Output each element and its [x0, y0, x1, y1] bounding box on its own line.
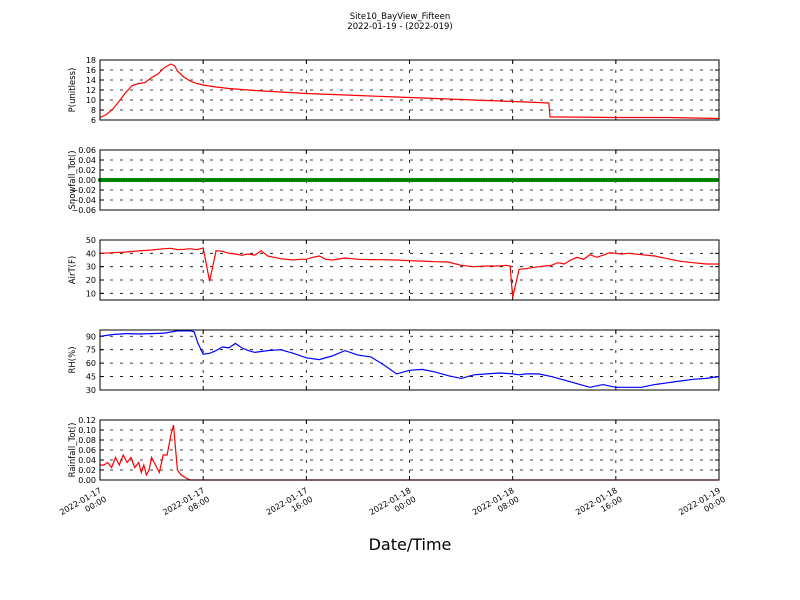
y-axis-label: AirT(F)	[68, 256, 78, 284]
y-tick-label: 8	[91, 106, 96, 115]
y-tick-label: 0.00	[78, 476, 96, 485]
y-tick-label: 0.10	[78, 426, 96, 435]
y-tick-label: 0.12	[78, 416, 96, 425]
panel-frame	[99, 149, 720, 211]
y-tick-label: 30	[86, 386, 96, 395]
y-tick-label: 40	[86, 249, 96, 258]
panel-frame	[99, 59, 720, 121]
y-tick-label: 75	[86, 346, 96, 355]
y-tick-label: 6	[91, 116, 96, 125]
y-tick-label: 10	[86, 96, 96, 105]
series-line-4	[99, 330, 720, 388]
y-tick-label: 60	[86, 359, 96, 368]
panel-frame	[99, 329, 720, 391]
y-tick-label: 20	[86, 276, 96, 285]
y-axis-label: RH(%)	[68, 346, 78, 373]
y-tick-label: 10	[86, 289, 96, 298]
y-tick-label: 0.06	[78, 446, 96, 455]
y-tick-label: 90	[86, 332, 96, 341]
series-2-points	[97, 177, 719, 183]
y-tick-label: −0.02	[71, 186, 96, 195]
panel-4: 30 45 60 75 90 RH(%)	[68, 329, 720, 395]
y-axis-label: Rainfall_Tot()	[68, 423, 78, 478]
y-tick-label: 0.02	[78, 466, 96, 475]
y-tick-label: 12	[86, 86, 96, 95]
series-line-1	[99, 63, 720, 120]
data-point	[714, 177, 719, 183]
y-tick-label: −0.04	[71, 196, 96, 205]
y-tick-label: 0.00	[78, 176, 96, 185]
y-tick-label: 0.02	[78, 166, 96, 175]
y-tick-label: 0.08	[78, 436, 96, 445]
panel-2: −0.06−0.04−0.020.000.020.040.06Snowfall_…	[68, 146, 720, 215]
panels-group: 681012141618P(unitless)−0.06−0.04−0.020.…	[68, 56, 720, 485]
y-tick-label: 18	[86, 56, 96, 65]
series-line-3	[99, 247, 719, 298]
figure-subtitle: 2022-01-19 - (2022-019)	[347, 22, 452, 32]
y-tick-label: 30	[86, 263, 96, 272]
y-tick-label: 16	[86, 66, 96, 75]
y-tick-label: −0.06	[71, 206, 96, 215]
y-tick-label: 45	[86, 373, 96, 382]
panel-3: 10 20 30 40 50 AirT(F)	[68, 236, 720, 301]
y-tick-label: 0.04	[78, 156, 96, 165]
y-tick-label: 14	[86, 76, 96, 85]
y-axis-label: P(unitless)	[68, 68, 78, 113]
y-axis-label: Snowfall_Tot()	[68, 150, 78, 209]
y-tick-label: 50	[86, 236, 96, 245]
panel-frame	[99, 239, 720, 301]
y-tick-label: 0.06	[78, 146, 96, 155]
x-axis-label: Date/Time	[369, 535, 452, 554]
figure-title: Site10_BayView_Fifteen	[350, 12, 451, 22]
panel-frame	[99, 419, 720, 481]
y-tick-label: 0.04	[78, 456, 96, 465]
panel-5: 0.000.020.040.060.080.100.12Rainfall_Tot…	[68, 416, 720, 485]
